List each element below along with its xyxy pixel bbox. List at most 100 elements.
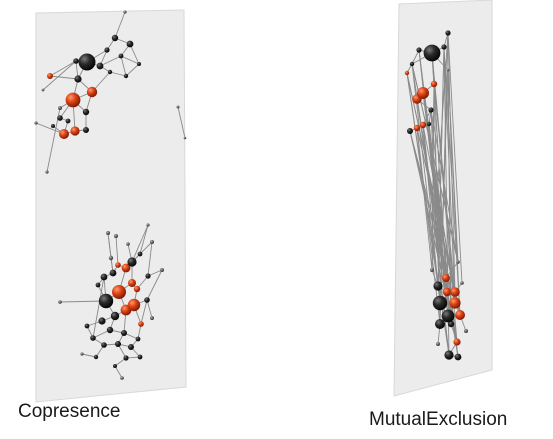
copresence-node-dark	[128, 344, 134, 350]
copresence-node-dark	[83, 127, 89, 133]
copresence-label: Copresence	[18, 401, 121, 422]
mutual-exclusion-node-red	[442, 274, 450, 282]
copresence-node-dark	[78, 53, 96, 71]
copresence-edge	[42, 60, 77, 91]
copresence-node-dark	[137, 251, 143, 257]
copresence-node-grey	[41, 88, 45, 92]
copresence-node-grey	[146, 223, 150, 227]
copresence-node-dark	[110, 311, 120, 321]
copresence-node-red	[47, 73, 53, 79]
copresence-node-dark	[101, 342, 107, 348]
mutual-exclusion-label: MutualExclusion	[369, 409, 508, 430]
mutual-exclusion-edge	[422, 124, 439, 287]
copresence-edge	[114, 11, 126, 39]
mutual-exclusion-node-red	[453, 338, 461, 346]
copresence-node-grey	[150, 240, 154, 244]
copresence-node-dark	[96, 62, 104, 70]
mutual-exclusion-edges	[406, 32, 467, 358]
copresence-node-grey	[80, 352, 84, 356]
copresence-node-grey	[106, 231, 110, 235]
copresence-node-red	[138, 321, 144, 327]
mutual-exclusion-panel	[393, 0, 493, 397]
copresence-node-dark	[98, 317, 106, 325]
copresence-node-dark	[100, 273, 108, 281]
mutual-exclusion-node-dark	[416, 47, 422, 53]
copresence-node-dark	[74, 75, 82, 83]
copresence-node-dark	[51, 124, 55, 128]
mutual-exclusion-nodes	[404, 30, 468, 361]
mutual-exclusion-node-red	[419, 121, 427, 129]
copresence-node-dark	[123, 355, 129, 361]
copresence-edge	[115, 235, 119, 266]
mutual-exclusion-edge	[443, 46, 456, 304]
mutual-exclusion-node-red	[442, 287, 452, 297]
copresence-node-dark	[104, 47, 110, 53]
copresence-node-dark	[123, 73, 129, 79]
mutual-exclusion-edge	[443, 46, 450, 356]
copresence-node-dark	[82, 108, 90, 116]
copresence-edge	[92, 276, 105, 339]
mutual-exclusion-node-dark	[441, 44, 447, 50]
copresence-node-dark	[118, 53, 124, 59]
copresence-edge	[114, 365, 123, 379]
copresence-edge	[120, 55, 140, 65]
mutual-exclusion-edge	[439, 32, 449, 325]
copresence-node-dark	[111, 34, 119, 42]
copresence-edge	[107, 232, 112, 259]
mutual-exclusion-edge	[409, 130, 458, 343]
mutual-exclusion-node-red	[455, 310, 465, 320]
mutual-exclusion-node-dark	[454, 353, 462, 361]
copresence-node-dark	[127, 257, 137, 267]
mutual-exclusion-node-dark	[426, 121, 432, 127]
copresence-node-dark	[115, 341, 121, 347]
mutual-exclusion-edge	[447, 69, 452, 325]
copresence-edge	[129, 43, 140, 65]
copresence-plane	[35, 9, 187, 403]
copresence-node-dark	[113, 364, 117, 368]
copresence-edge	[99, 55, 122, 67]
copresence-node-dark	[107, 69, 113, 75]
copresence-panel	[34, 9, 187, 403]
copresence-node-dark	[93, 354, 99, 360]
copresence-node-red	[65, 92, 81, 108]
copresence-node-dark	[144, 297, 150, 303]
copresence-edge	[120, 55, 127, 77]
copresence-node-dark	[109, 269, 117, 277]
copresence-node-dark	[90, 335, 96, 341]
copresence-node-red	[59, 129, 69, 139]
copresence-node-grey	[58, 300, 62, 304]
copresence-node-dark	[137, 354, 143, 360]
copresence-node-dark	[98, 293, 114, 309]
mutual-exclusion-edge	[416, 127, 433, 271]
copresence-node-red	[115, 262, 121, 268]
copresence-node-grey	[183, 136, 187, 140]
copresence-node-grey	[45, 170, 49, 174]
copresence-edge	[131, 224, 149, 263]
copresence-nodes	[34, 10, 187, 380]
copresence-node-grey	[150, 316, 154, 320]
mutual-exclusion-node-dark	[407, 128, 413, 134]
mutual-exclusion-node-dark	[428, 107, 434, 113]
mutual-exclusion-node-dark	[447, 320, 455, 328]
copresence-node-dark	[106, 326, 114, 334]
copresence-node-grey	[123, 10, 127, 14]
mutual-exclusion-node-red	[430, 80, 438, 88]
copresence-edge	[59, 300, 107, 303]
mutual-exclusion-node-dark	[444, 350, 454, 360]
copresence-edge	[140, 299, 148, 325]
copresence-node-red	[112, 285, 126, 299]
copresence-node-dark	[84, 323, 90, 329]
copresence-node-dark	[137, 62, 141, 66]
copresence-edge	[139, 224, 149, 255]
copresence-node-red	[121, 263, 131, 273]
copresence-node-dark	[145, 273, 151, 279]
copresence-node-grey	[108, 255, 114, 261]
copresence-edge	[125, 63, 140, 77]
mutual-exclusion-node-grey	[430, 268, 434, 272]
copresence-edge	[49, 75, 79, 80]
mutual-exclusion-node-dark	[433, 281, 443, 291]
mutual-exclusion-node-red	[450, 287, 460, 297]
mutual-exclusion-node-red	[404, 70, 410, 76]
copresence-node-grey	[114, 234, 118, 238]
